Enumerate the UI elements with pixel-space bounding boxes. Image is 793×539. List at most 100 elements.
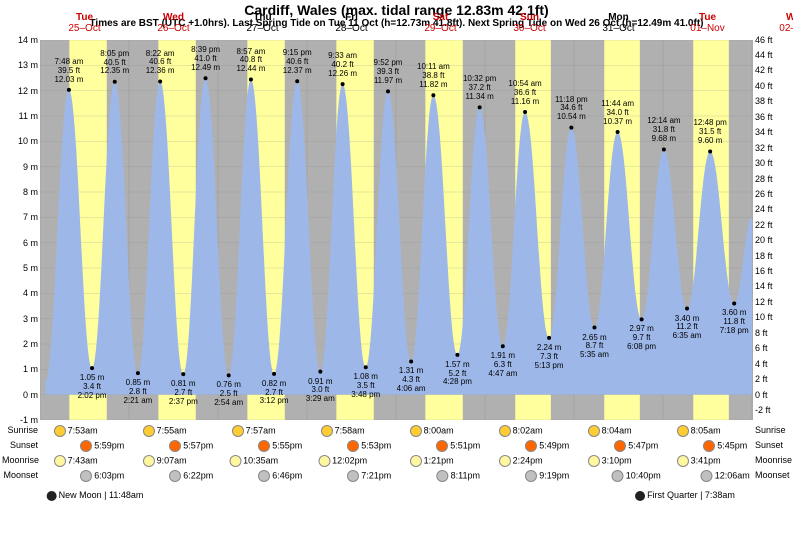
high-tide-label: 11:44 am34.0 ft10.37 m xyxy=(601,100,634,126)
sunrise-entry: 7:55am xyxy=(143,425,187,437)
day-dow: Fri xyxy=(307,12,396,23)
high-tide-label: 10:11 am38.8 ft11.82 m xyxy=(417,63,450,89)
day-date: 29–Oct xyxy=(396,23,485,34)
day-column: Wed02–Nov xyxy=(752,40,793,420)
high-tide-label: 12:14 am31.8 ft9.68 m xyxy=(647,117,680,143)
ytick-m: 8 m xyxy=(0,187,38,197)
low-tide-label: 1.57 m5.2 ft4:28 pm xyxy=(443,361,472,387)
ytick-m: 0 m xyxy=(0,390,38,400)
plot-area: Tue25–OctWed26–OctThu27–OctFri28–OctSat2… xyxy=(40,40,753,420)
ytick-m: 7 m xyxy=(0,212,38,222)
ytick-m: 14 m xyxy=(0,35,38,45)
sunrise-entry: 8:04am xyxy=(588,425,632,437)
sunset-entry: 5:51pm xyxy=(436,440,480,452)
day-column: Wed26–Oct xyxy=(129,40,218,420)
high-tide-label: 8:05 pm40.5 ft12.35 m xyxy=(100,50,129,76)
day-date: 31–Oct xyxy=(574,23,663,34)
high-tide-label: 8:39 pm41.0 ft12.49 m xyxy=(191,46,220,72)
ytick-m: 1 m xyxy=(0,364,38,374)
day-date: 02–Nov xyxy=(752,23,793,34)
ytick-m: 10 m xyxy=(0,136,38,146)
high-tide-label: 11:18 pm34.6 ft10.54 m xyxy=(555,96,588,122)
y-axis-left: -1 m0 m1 m2 m3 m4 m5 m6 m7 m8 m9 m10 m11… xyxy=(0,40,38,420)
moon-phase: New Moon | 11:48am xyxy=(47,490,144,501)
ytick-m: 13 m xyxy=(0,60,38,70)
sunset-label-left: Sunset xyxy=(2,440,38,450)
sunset-entry: 5:47pm xyxy=(614,440,658,452)
ytick-m: 4 m xyxy=(0,288,38,298)
sunrise-entry: 8:05am xyxy=(677,425,721,437)
moonset-label-left: Moonset xyxy=(2,470,38,480)
ytick-m: 2 m xyxy=(0,339,38,349)
day-column: Tue25–Oct xyxy=(40,40,129,420)
moonset-entry: 10:40pm xyxy=(612,470,661,482)
sunset-entry: 5:55pm xyxy=(258,440,302,452)
moonset-entry: 8:11pm xyxy=(437,470,480,482)
sunrise-entry: 7:57am xyxy=(232,425,276,437)
day-dow: Tue xyxy=(40,12,129,23)
moonrise-entry: 2:24pm xyxy=(499,455,543,467)
moonset-entry: 6:22pm xyxy=(169,470,213,482)
moonrise-entry: 12:02pm xyxy=(318,455,367,467)
high-tide-label: 7:48 am39.5 ft12.03 m xyxy=(54,58,83,84)
sunset-row: SunsetSunset5:59pm5:57pm5:55pm5:53pm5:51… xyxy=(40,440,753,454)
high-tide-label: 8:22 am40.6 ft12.36 m xyxy=(146,50,175,76)
moonrise-entry: 10:35am xyxy=(229,455,278,467)
sunrise-entry: 7:53am xyxy=(54,425,98,437)
high-tide-label: 10:32 pm37.2 ft11.34 m xyxy=(463,75,496,101)
day-dow: Tue xyxy=(663,12,752,23)
ytick-m: 5 m xyxy=(0,263,38,273)
day-column: Fri28–Oct xyxy=(307,40,396,420)
low-tide-label: 1.05 m3.4 ft2:02 pm xyxy=(78,374,107,400)
moonrise-entry: 1:21pm xyxy=(410,455,454,467)
moonset-label-right: Moonset xyxy=(755,470,791,480)
high-tide-label: 10:54 am36.6 ft11.16 m xyxy=(508,80,541,106)
sunset-entry: 5:49pm xyxy=(525,440,569,452)
tide-chart: Cardiff, Wales (max. tidal range 12.83m … xyxy=(0,0,793,539)
day-column: Tue01–Nov xyxy=(663,40,752,420)
day-dow: Sun xyxy=(485,12,574,23)
sunset-entry: 5:53pm xyxy=(347,440,391,452)
sunrise-label-left: Sunrise xyxy=(2,425,38,435)
day-date: 01–Nov xyxy=(663,23,752,34)
high-tide-label: 9:33 am40.2 ft12.26 m xyxy=(328,52,357,78)
moonrise-label-left: Moonrise xyxy=(2,455,38,465)
moonrise-entry: 3:41pm xyxy=(677,455,721,467)
sunset-entry: 5:59pm xyxy=(80,440,124,452)
sunrise-entry: 8:02am xyxy=(499,425,543,437)
high-tide-label: 9:15 pm40.6 ft12.37 m xyxy=(283,49,312,75)
day-date: 30–Oct xyxy=(485,23,574,34)
day-date: 28–Oct xyxy=(307,23,396,34)
day-dow: Mon xyxy=(574,12,663,23)
moonset-entry: 9:19pm xyxy=(525,470,569,482)
ytick-m: 6 m xyxy=(0,238,38,248)
moonrise-row: MoonriseMoonrise7:43am9:07am10:35am12:02… xyxy=(40,455,753,469)
low-tide-label: 0.82 m2.7 ft3:12 pm xyxy=(260,380,289,406)
day-date: 26–Oct xyxy=(129,23,218,34)
high-tide-label: 12:48 pm31.5 ft9.60 m xyxy=(693,119,726,145)
day-date: 27–Oct xyxy=(218,23,307,34)
day-dow: Wed xyxy=(752,12,793,23)
low-tide-label: 0.76 m2.5 ft2:54 am xyxy=(214,381,243,407)
low-tide-label: 2.97 m9.7 ft6:08 pm xyxy=(627,325,656,351)
ytick-m: 9 m xyxy=(0,162,38,172)
day-dow: Sat xyxy=(396,12,485,23)
moonrise-entry: 9:07am xyxy=(143,455,187,467)
sunset-entry: 5:57pm xyxy=(169,440,213,452)
ytick-m: 11 m xyxy=(0,111,38,121)
moon-phase: First Quarter | 7:38am xyxy=(635,490,735,501)
sunset-entry: 5:45pm xyxy=(703,440,747,452)
day-column: Thu27–Oct xyxy=(218,40,307,420)
low-tide-label: 3.40 m11.2 ft6:35 am xyxy=(673,315,702,341)
moonset-entry: 6:03pm xyxy=(80,470,124,482)
low-tide-label: 0.85 m2.8 ft2:21 am xyxy=(123,379,152,405)
low-tide-label: 1.31 m4.3 ft4:06 am xyxy=(397,367,426,393)
ytick-m: 3 m xyxy=(0,314,38,324)
high-tide-label: 8:57 am40.8 ft12.44 m xyxy=(236,48,265,74)
moonrise-label-right: Moonrise xyxy=(755,455,791,465)
low-tide-label: 1.08 m3.5 ft3:48 pm xyxy=(351,373,380,399)
day-dow: Thu xyxy=(218,12,307,23)
moonset-entry: 12:06am xyxy=(701,470,750,482)
low-tide-label: 1.91 m6.3 ft4:47 am xyxy=(488,352,517,378)
moonset-row: MoonsetMoonset6:03pm6:22pm6:46pm7:21pm8:… xyxy=(40,470,753,484)
